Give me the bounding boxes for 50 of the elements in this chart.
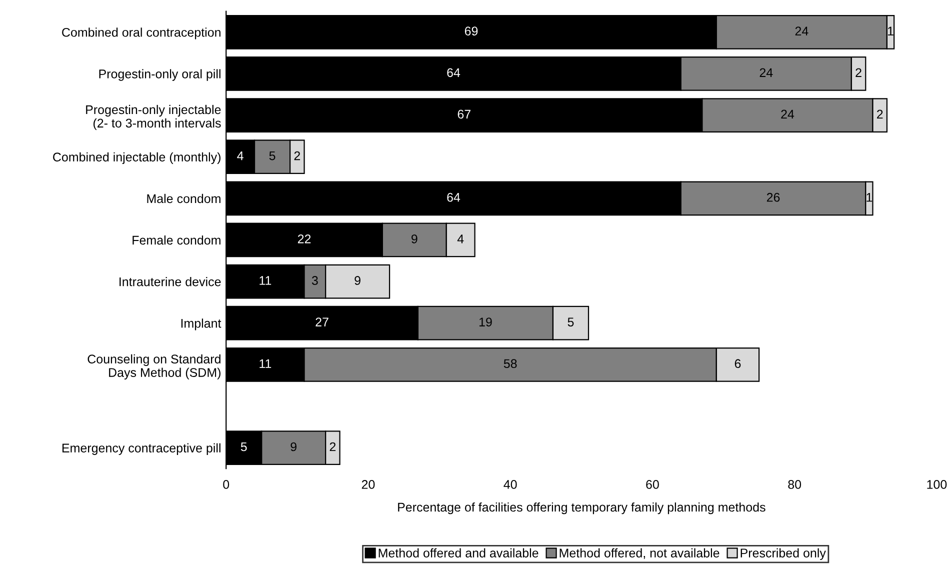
data-label: 5 (568, 318, 574, 326)
data-label: 64 (447, 68, 460, 78)
data-label: 1 (866, 193, 872, 202)
y-tick-label: Progestin-only oral pill (99, 69, 220, 81)
x-tick-label: 80 (788, 480, 802, 489)
data-label: 24 (781, 110, 794, 119)
data-label: 26 (766, 192, 780, 202)
data-label: 1 (888, 26, 894, 36)
x-tick-label: 40 (504, 480, 517, 489)
y-tick-label: Combined injectable (monthly) (53, 152, 220, 164)
y-tick-label: Counseling on Standard Days Method (SDM) (88, 354, 220, 380)
x-tick-label: 100 (927, 480, 947, 489)
data-label: 67 (458, 110, 470, 119)
y-tick-label: Female condom (132, 235, 220, 245)
data-label: 4 (457, 234, 464, 244)
y-tick-label: Implant (181, 318, 222, 330)
data-label: 2 (877, 110, 883, 119)
x-tick-label: 0 (223, 480, 230, 489)
data-label: 24 (760, 68, 773, 77)
y-tick-label: Progestin-only injectable (2- to 3-month intervals (86, 104, 221, 130)
data-label: 69 (464, 26, 478, 36)
legend-label: Prescribed only (740, 548, 826, 560)
data-label: 9 (354, 276, 360, 285)
x-tick-label: 20 (362, 480, 375, 489)
legend-label: Method offered and available (378, 548, 538, 558)
legend-label: Method offered, not available (560, 548, 720, 559)
data-label: 9 (290, 442, 296, 452)
data-label: 22 (298, 234, 311, 244)
data-label: 2 (856, 68, 862, 77)
data-label: 64 (447, 192, 460, 202)
data-label: 3 (312, 276, 318, 285)
data-label: 2 (330, 442, 336, 452)
x-axis-title: Percentage of facilities offering temporary family planning methods (398, 502, 766, 514)
x-tick-label: 60 (646, 480, 659, 489)
y-tick-label: Male condom (147, 194, 220, 204)
data-label: 5 (269, 151, 276, 160)
data-label: 58 (504, 359, 517, 368)
data-label: 11 (260, 276, 272, 285)
data-label: 19 (479, 318, 492, 326)
data-label: 2 (294, 151, 300, 160)
y-tick-label: Combined oral contraception (62, 28, 220, 40)
data-label: 6 (734, 359, 741, 368)
y-tick-label: Intrauterine device (120, 277, 221, 286)
data-label: 24 (795, 26, 808, 36)
data-label: 5 (240, 442, 247, 452)
data-label: 4 (237, 151, 244, 160)
data-label: 27 (316, 318, 328, 326)
y-tick-label: Emergency contraceptive pill (62, 443, 220, 455)
data-label: 9 (412, 234, 418, 244)
data-label: 11 (260, 359, 272, 368)
